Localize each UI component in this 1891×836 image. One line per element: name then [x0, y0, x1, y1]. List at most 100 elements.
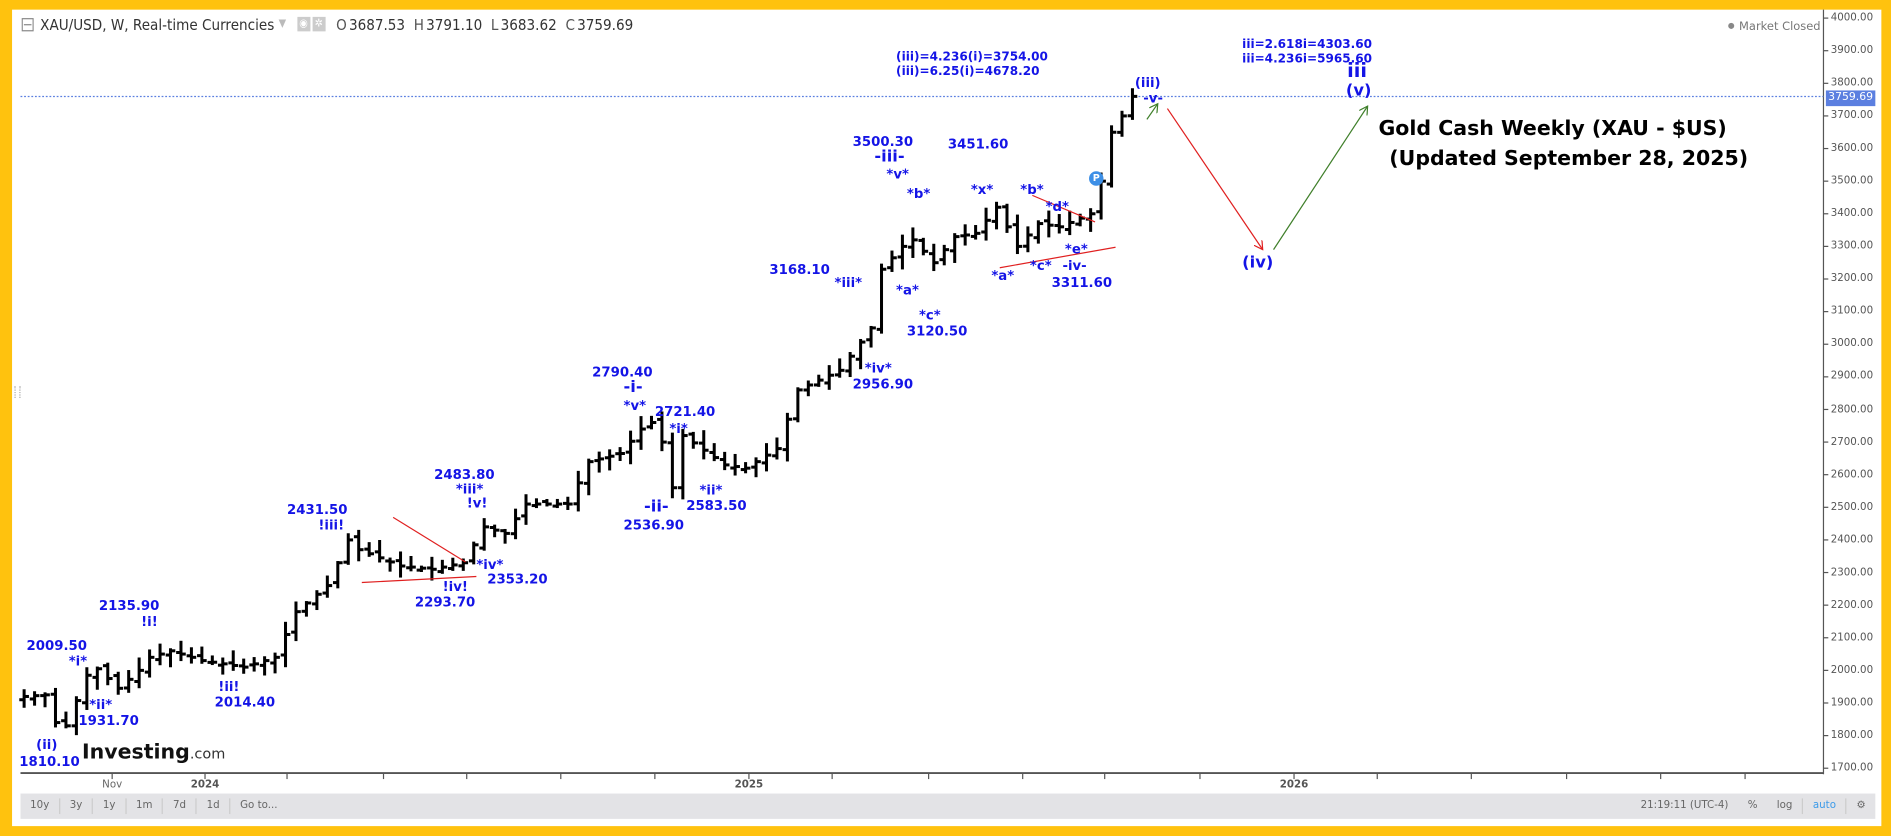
- clock: 21:19:11 (UTC-4): [1640, 799, 1729, 812]
- ohlc-bar: [552, 498, 563, 509]
- price-tick-label: 2100.00: [1830, 631, 1874, 644]
- chart-header: XAU/USD, W, Real-time Currencies ▼ ◉ ✲ O…: [21, 14, 634, 34]
- chart-frame: [12, 9, 1882, 827]
- log-scale-button[interactable]: log: [1776, 799, 1793, 812]
- range-7d-button[interactable]: 7d: [163, 798, 197, 815]
- ohlc-bar: [165, 648, 176, 668]
- collapse-icon[interactable]: [21, 17, 34, 31]
- projected-rally-arrow: [1273, 106, 1368, 250]
- ohlc-bar: [646, 415, 657, 430]
- range-10y-button[interactable]: 10y: [21, 798, 61, 815]
- price-label: 2536.90: [623, 517, 684, 534]
- percent-scale-button[interactable]: %: [1747, 799, 1758, 812]
- settings-gear-icon[interactable]: ⚙: [1856, 799, 1866, 812]
- price-tick-label: 3800.00: [1830, 77, 1874, 90]
- wave-label: !iii!: [318, 517, 345, 534]
- ohlc-bar: [312, 590, 322, 611]
- price-tick-label: 2000.00: [1830, 664, 1874, 677]
- ohlc-bar: [1117, 110, 1127, 137]
- ohlc-bar: [698, 430, 709, 460]
- ohlc-bar: [92, 666, 103, 690]
- goto-button[interactable]: Go to...: [240, 799, 278, 812]
- ohlc-bar: [625, 430, 636, 465]
- wave-label: -i-: [623, 377, 643, 397]
- ohlc-bar: [594, 451, 605, 473]
- ohlc-bar: [228, 650, 239, 671]
- wave-label: *e*: [1064, 241, 1088, 257]
- range-1y-button[interactable]: 1y: [93, 798, 127, 815]
- ohlc-bar: [353, 529, 364, 562]
- market-status: Market Closed: [1728, 20, 1821, 34]
- ohlc-bar: [709, 443, 720, 462]
- auto-scale-button[interactable]: auto: [1802, 798, 1847, 815]
- close-value: 3759.69: [577, 15, 634, 34]
- p-marker-icon[interactable]: P: [1089, 171, 1104, 186]
- gear-icon[interactable]: ✲: [312, 16, 326, 32]
- ohlc-bar: [155, 643, 165, 666]
- wave-label: !ii!: [218, 678, 240, 695]
- wave-label: *iii*: [834, 274, 863, 291]
- wave-label: (iv): [1242, 253, 1274, 273]
- chevron-down-icon[interactable]: ▼: [278, 18, 287, 31]
- resize-handle[interactable]: [14, 385, 21, 398]
- ohlc-bar: [322, 575, 333, 598]
- price-tick-label: 3500.00: [1830, 175, 1874, 188]
- ohlc-bar: [207, 655, 218, 666]
- eye-icon[interactable]: ◉: [297, 16, 311, 32]
- wave-label: -iv-: [1062, 258, 1087, 274]
- ohlc-bar: [71, 696, 82, 736]
- price-tick-label: 1700.00: [1830, 762, 1874, 775]
- ohlc-bar: [176, 640, 186, 662]
- time-label-2026: 2026: [1279, 779, 1309, 792]
- small-rally-arrow: [1146, 104, 1158, 120]
- close-key: C: [565, 15, 575, 34]
- ohlc-bar: [1033, 220, 1044, 244]
- ohlc-bar: [772, 437, 782, 460]
- ohlc-bar: [29, 691, 40, 706]
- wave-label: *v*: [623, 397, 647, 414]
- price-tick-label: 2900.00: [1830, 370, 1874, 383]
- price-label: 2293.70: [414, 594, 476, 611]
- triangle-upper-line-2025: [1032, 194, 1096, 223]
- price-label: 2353.20: [487, 571, 548, 588]
- ohlc-bar: [521, 494, 531, 525]
- price-tick-label: 1900.00: [1830, 696, 1874, 710]
- wave-label: (v): [1345, 80, 1372, 101]
- wave-label: -v-: [1143, 90, 1163, 107]
- ohlc-bar: [928, 243, 939, 272]
- ohlc-bar: [845, 352, 855, 378]
- ohlc-bar: [615, 447, 625, 462]
- ohlc-bar: [50, 687, 61, 728]
- ohlc-bar: [761, 443, 772, 472]
- ohlc-bar: [1054, 214, 1065, 234]
- price-label: 2956.90: [852, 376, 914, 392]
- wave-label: *iv*: [864, 360, 892, 377]
- fib-target-label: (iii)=4.236(i)=3754.00: [896, 50, 1048, 64]
- ohlc-bar: [123, 670, 134, 693]
- ohlc-bar: [918, 237, 929, 256]
- price-label: 1810.10: [19, 753, 80, 770]
- time-label-2024: 2024: [190, 779, 220, 792]
- ohlc-bar: [981, 207, 991, 241]
- price-label: 2483.80: [434, 466, 495, 483]
- trendlines: [361, 194, 1116, 584]
- ohlc-bar: [479, 518, 490, 551]
- price-label: 3500.30: [852, 133, 914, 150]
- range-1m-button[interactable]: 1m: [126, 798, 164, 815]
- market-status-text: Market Closed: [1739, 20, 1821, 34]
- ohlc-bar: [1106, 125, 1117, 188]
- ohlc-bar: [249, 657, 259, 672]
- open-key: O: [336, 15, 347, 34]
- range-3y-button[interactable]: 3y: [60, 798, 94, 815]
- ohlc-bar: [416, 565, 427, 572]
- symbol-title[interactable]: XAU/USD, W, Real-time Currencies: [40, 15, 275, 34]
- low-key: L: [490, 15, 499, 34]
- high-key: H: [413, 15, 424, 34]
- wave-label: (iii): [1134, 74, 1161, 91]
- price-label: 3168.10: [769, 261, 830, 278]
- range-1d-button[interactable]: 1d: [197, 798, 231, 815]
- wave-label: *x*: [970, 182, 994, 198]
- price-label: 2790.40: [592, 364, 653, 380]
